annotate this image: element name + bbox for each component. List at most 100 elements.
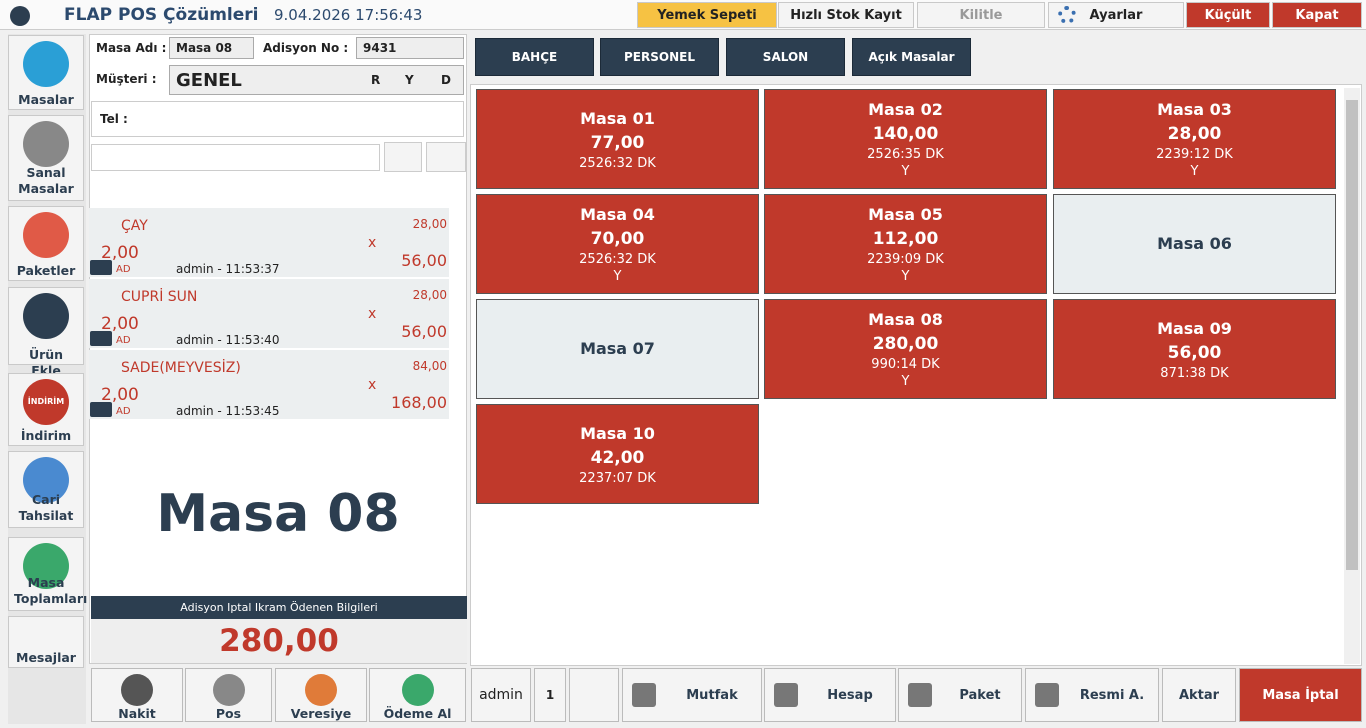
tab[interactable]: Açık Masalar [852,38,971,76]
summary-label: Adisyon Iptal Ikram Ödenen Bilgileri [91,596,467,619]
sidebar-label: İndirim [20,428,72,443]
item-unit: AD [116,406,131,417]
item-user: admin - 11:53:37 [176,262,280,276]
table-amount: 56,00 [1167,342,1222,363]
flag: Y [405,73,414,87]
tab[interactable]: PERSONEL [600,38,719,76]
header-button[interactable]: Kilitle [917,2,1045,28]
sidebar-icon [23,121,69,167]
table-flag: Y [901,269,910,284]
flag: D [441,73,451,87]
table-amount: 140,00 [872,124,939,144]
table-tile[interactable]: Masa 02 140,00 2526:35 DK Y [764,89,1047,189]
table-time: 2526:32 DK [579,155,656,171]
table-time: 2239:12 DK [1156,147,1233,162]
header-button[interactable]: Küçült [1186,2,1270,28]
sidebar-icon [23,543,69,589]
field: GENEL [169,65,464,95]
table-tile[interactable]: Masa 10 42,00 2237:07 DK [476,404,759,504]
header-button[interactable]: Kapat [1272,2,1362,28]
table-tile[interactable]: Masa 07 [476,299,759,399]
table-tile[interactable]: Masa 03 28,00 2239:12 DK Y [1053,89,1336,189]
table-name: Masa 05 [868,205,943,224]
big-table-label: Masa 08 [156,484,400,544]
item-x: x [368,377,377,393]
action-button[interactable]: Resmi A. [1025,668,1159,722]
sidebar-label: Cari Tahsilat [18,492,74,523]
payment-icon [305,674,337,706]
header-button[interactable]: Hızlı Stok Kayıt [778,2,914,28]
table-amount: 112,00 [872,229,939,249]
table-flag: Y [613,269,622,284]
tab[interactable]: SALON [726,38,845,76]
table-name: Masa 03 [1157,100,1232,119]
payment-label: Pos [215,706,242,721]
table-time: 2237:07 DK [579,470,656,486]
table-tile[interactable]: Masa 01 77,00 2526:32 DK [476,89,759,189]
table-flag: Y [1190,164,1199,179]
item-unit: AD [116,335,131,346]
printer-icon [90,331,112,346]
table-name: Masa 02 [868,100,943,119]
table-tile[interactable]: Masa 05 112,00 2239:09 DK Y [764,194,1047,294]
table-tile[interactable]: Masa 06 [1053,194,1336,294]
item-qty: 2,00 [101,243,139,263]
printer-icon [774,683,798,707]
payment-icon [401,674,434,706]
label: Adisyon No : [263,41,349,55]
table-amount: 42,00 [590,447,645,468]
count-box: 1 [534,668,566,722]
table-time: 871:38 DK [1160,365,1229,381]
sidebar-icon [23,457,69,503]
sidebar-button[interactable] [8,616,84,668]
payment-label: Ödeme Al [383,706,452,721]
icon-button[interactable] [384,142,422,172]
icon-button[interactable] [569,668,619,722]
field: 9431 [356,37,464,59]
field: Masa 08 [169,37,254,59]
summary-total: 280,00 [91,619,467,663]
table-tile[interactable]: Masa 04 70,00 2526:32 DK Y [476,194,759,294]
sidebar-label: Sanal Masalar [18,165,74,196]
table-name: Masa 07 [580,339,655,358]
item-name: SADE(MEYVESİZ) [121,360,241,376]
table-time: 2239:09 DK [867,252,944,267]
item-user: admin - 11:53:40 [176,333,280,347]
sidebar-label: Masa Toplamları [14,575,88,606]
table-tile[interactable]: Masa 09 56,00 871:38 DK [1053,299,1336,399]
header-button[interactable]: Yemek Sepeti [637,2,777,28]
payment-label: Veresiye [290,706,352,721]
item-total: 56,00 [401,322,447,341]
sidebar-icon [23,293,69,339]
icon-button[interactable] [426,142,466,172]
item-name: CUPRİ SUN [121,289,198,305]
table-amount: 28,00 [1167,124,1222,144]
order-item [89,279,449,348]
table-amount: 77,00 [590,132,645,153]
item-price: 28,00 [412,217,447,231]
sidebar-icon [23,379,69,425]
item-price: 84,00 [412,359,447,373]
sidebar-icon [23,41,69,87]
item-x: x [368,306,377,322]
item-user: admin - 11:53:45 [176,404,280,418]
action-button[interactable]: Aktar [1162,668,1236,722]
scrollbar [1344,88,1360,664]
payment-icon [121,674,153,706]
item-total: 56,00 [401,251,447,270]
action-button[interactable]: Mutfak [622,668,762,722]
table-name: Masa 09 [1157,318,1232,338]
table-name: Masa 08 [868,310,943,329]
action-button[interactable]: Masa İptal [1239,668,1362,722]
printer-icon [90,260,112,275]
app-title: FLAP POS Çözümleri [64,5,259,25]
order-item [89,208,449,277]
sidebar-button[interactable] [8,35,84,110]
table-tile[interactable]: Masa 08 280,00 990:14 DK Y [764,299,1047,399]
tab[interactable]: BAHÇE [475,38,594,76]
table-name: Masa 04 [580,205,655,224]
sidebar-label: Mesajlar [16,650,76,665]
sidebar-label: Paketler [16,263,76,278]
order-panel [89,34,467,664]
payment-label: Nakit [118,706,156,721]
